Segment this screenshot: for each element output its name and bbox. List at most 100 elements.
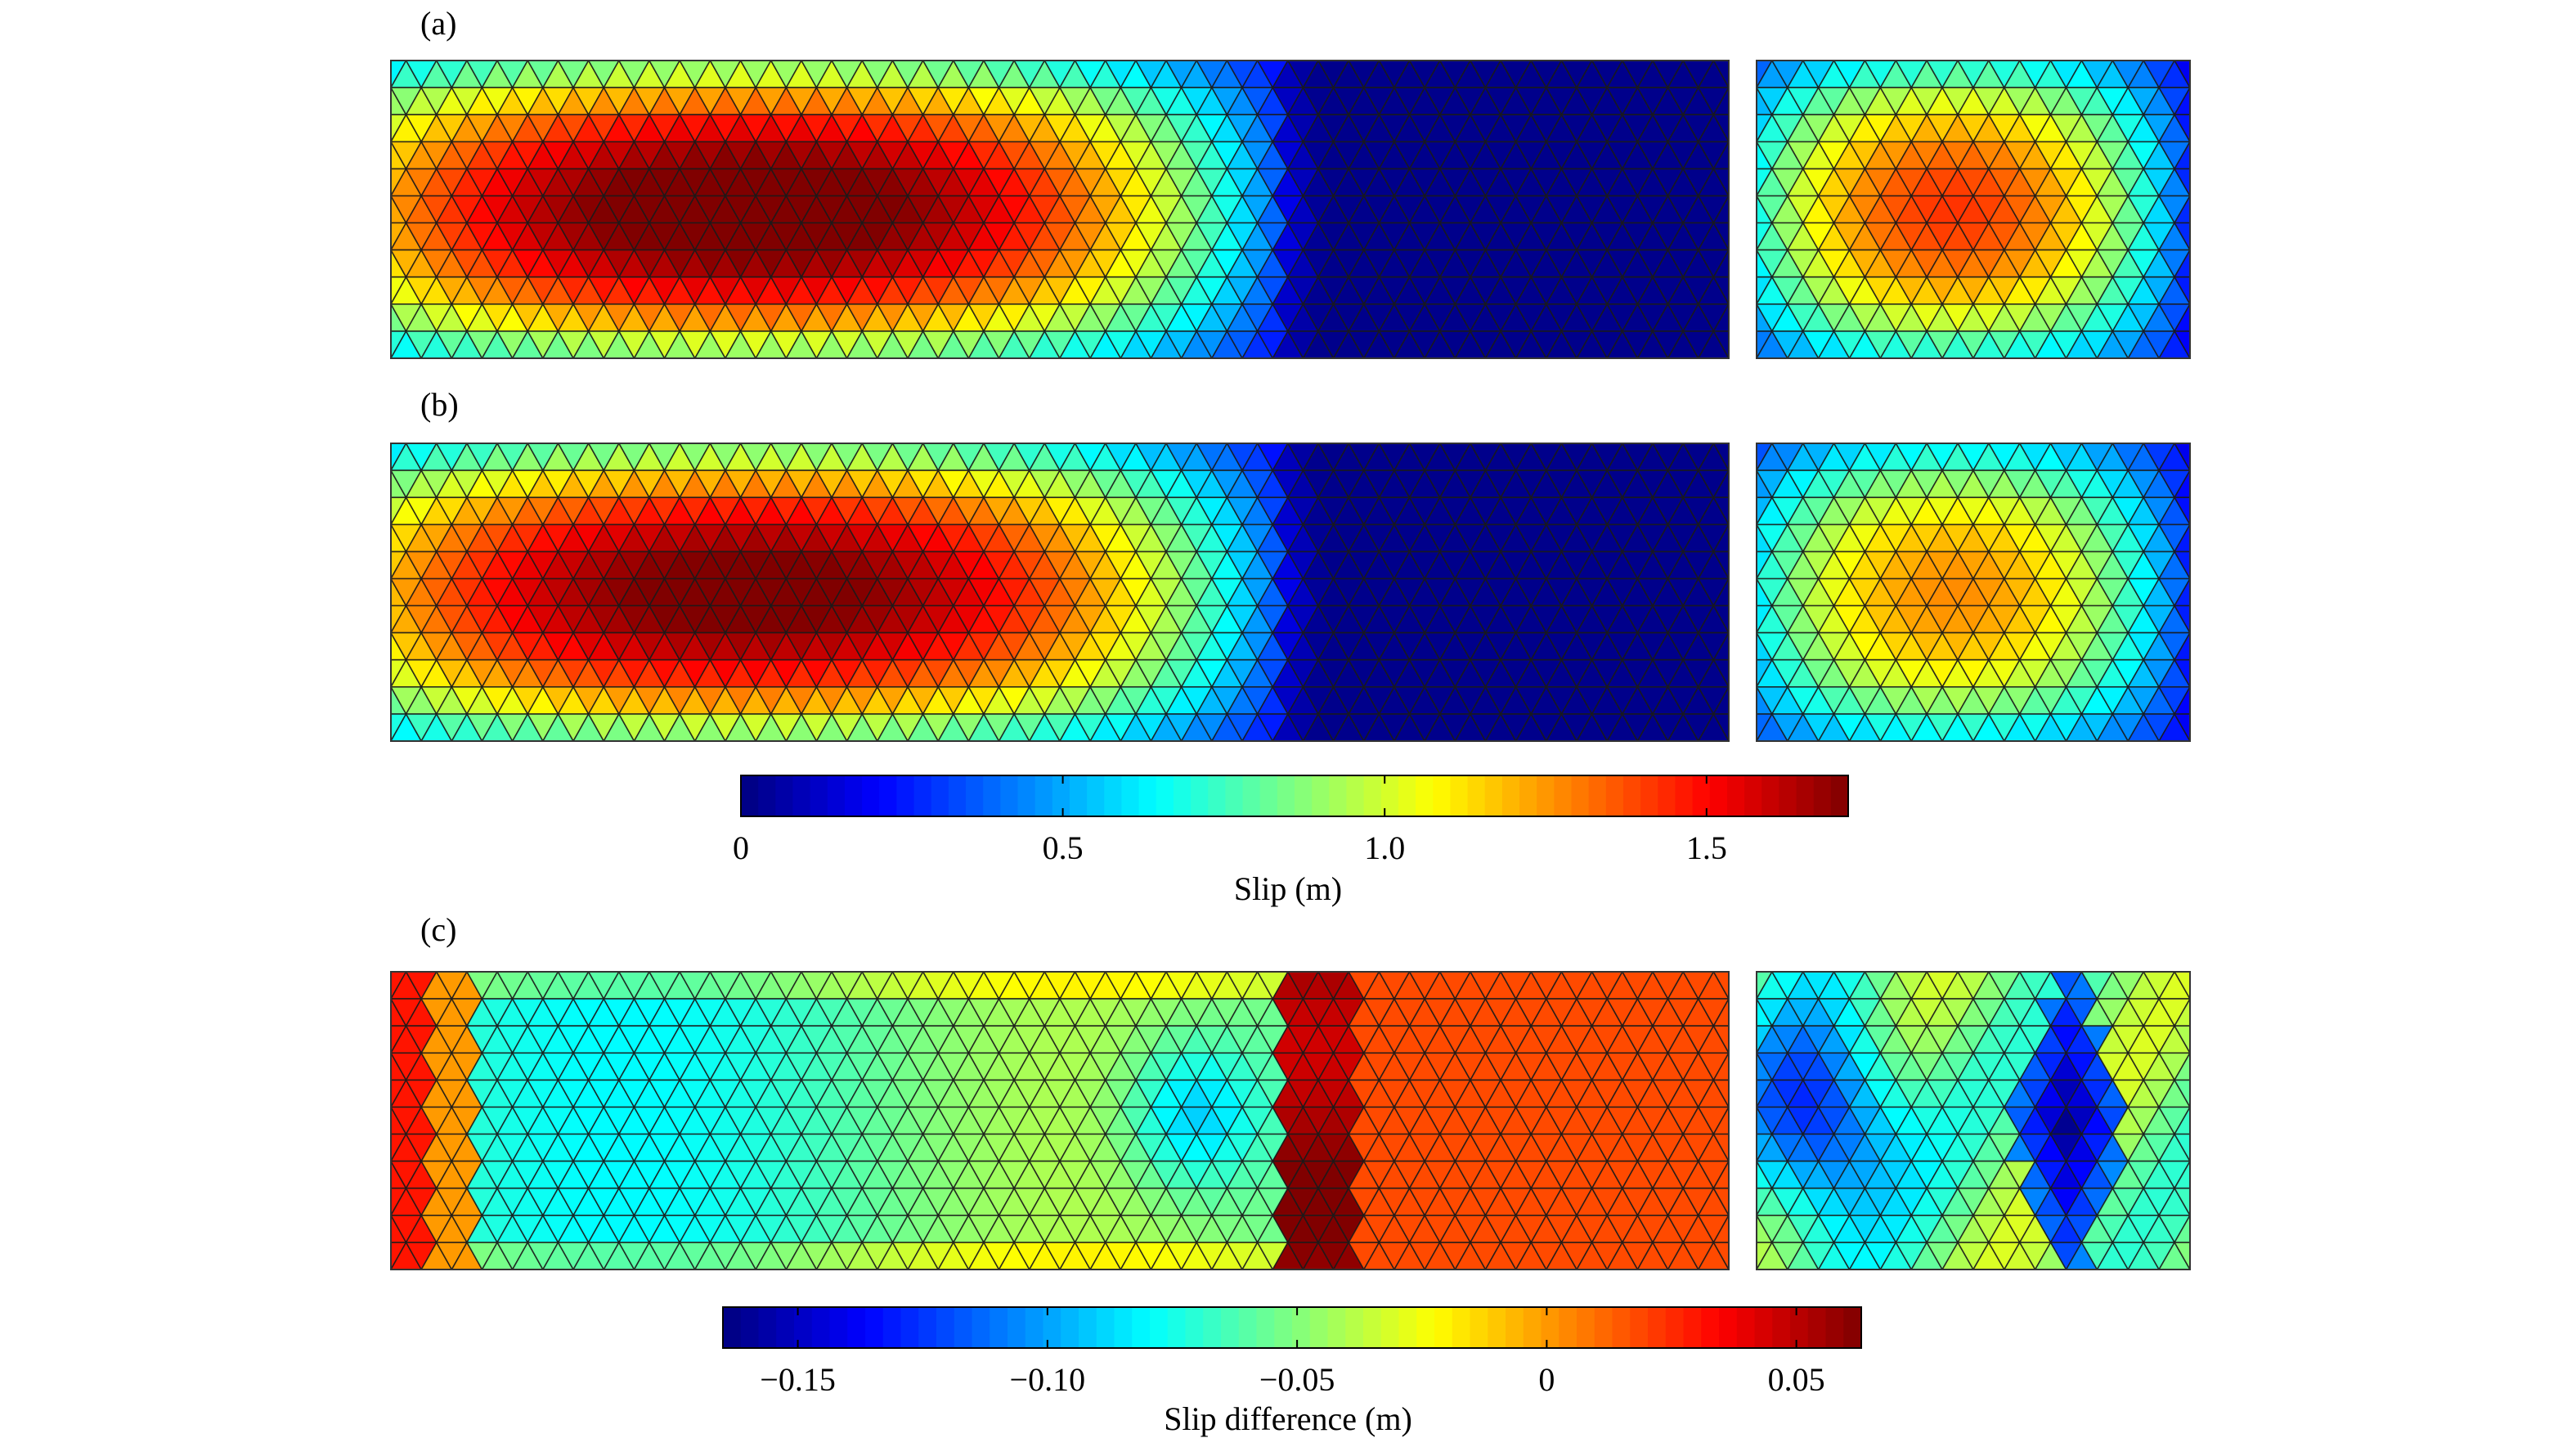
colorbar-slip-swatch	[1467, 775, 1486, 816]
colorbar-diff-swatch	[847, 1307, 866, 1348]
mesh-cell	[2173, 276, 2190, 306]
colorbar-diff-swatch	[1506, 1307, 1524, 1348]
mesh-cell	[2174, 443, 2190, 472]
mesh-cell	[1712, 604, 1729, 635]
colorbar-slip-swatch	[1450, 775, 1469, 816]
colorbar-diff-tick-label: 0	[1538, 1361, 1555, 1398]
mesh-cell	[2174, 972, 2190, 1000]
colorbar-slip-swatch	[1017, 775, 1036, 816]
colorbar-diff-swatch	[918, 1307, 937, 1348]
mesh-cell	[2173, 1079, 2190, 1109]
mesh-cell	[2173, 631, 2190, 661]
colorbar-slip-tick-label: 0	[733, 829, 749, 866]
colorbar-slip-swatch	[1034, 775, 1053, 816]
colorbar-diff-swatch	[1559, 1307, 1577, 1348]
panel-c-main-fault-frame	[390, 971, 1730, 1270]
colorbar-slip-swatch	[1121, 775, 1140, 816]
colorbar-diff-swatch	[1167, 1307, 1187, 1348]
colorbar-slip-swatch	[1069, 775, 1088, 816]
mesh-cell	[2173, 86, 2190, 115]
colorbar-slip-swatch	[1380, 775, 1399, 816]
mesh-cell	[1712, 497, 1729, 526]
colorbar-diff-swatch	[1594, 1307, 1613, 1348]
colorbar-diff-swatch	[972, 1307, 990, 1348]
colorbar-slip-swatch	[1191, 775, 1209, 816]
colorbar-slip-swatch	[1312, 775, 1330, 816]
colorbar-slip: 0 0.5 1.0 1.5	[733, 775, 1849, 866]
colorbar-slip-swatch	[1779, 775, 1797, 816]
colorbar-slip-swatch	[1173, 775, 1192, 816]
colorbar-slip-tick-label: 0.5	[1043, 829, 1084, 866]
colorbar-slip-swatch	[1242, 775, 1261, 816]
colorbar-slip-swatch	[896, 775, 915, 816]
mesh-cell	[2173, 469, 2190, 499]
mesh-cell	[1712, 577, 1729, 607]
mesh-cell	[2173, 997, 2190, 1027]
colorbar-diff-swatch	[1238, 1307, 1258, 1348]
mesh-cell	[1712, 1133, 1729, 1163]
mesh-cell	[1712, 194, 1729, 224]
mesh-cell	[1712, 330, 1729, 358]
colorbar-diff-swatch	[1416, 1307, 1435, 1348]
panel-a-branch-fault-frame	[1756, 60, 2191, 359]
colorbar-slip-swatch	[1830, 775, 1849, 816]
mesh-cell	[2174, 61, 2190, 89]
colorbar-diff-swatch	[1150, 1307, 1169, 1348]
colorbar-diff-swatch	[1683, 1307, 1702, 1348]
colorbar-diff-swatch	[1807, 1307, 1827, 1348]
colorbar-slip-swatch	[1259, 775, 1278, 816]
mesh-cell	[2173, 194, 2190, 224]
colorbar-slip-tick-label: 1.5	[1686, 829, 1727, 866]
mesh-cell	[1712, 713, 1729, 741]
colorbar-slip-swatch	[1138, 775, 1157, 816]
colorbar-slip-swatch	[1813, 775, 1832, 816]
colorbar-slip-swatch	[1433, 775, 1452, 816]
colorbar-diff-swatch	[1363, 1307, 1382, 1348]
colorbar-diff: −0.15 −0.10 −0.05 0 0.05	[722, 1306, 1862, 1398]
mesh-cell	[2173, 114, 2190, 143]
colorbar-slip-swatch	[862, 775, 880, 816]
mesh-cell	[1712, 1079, 1729, 1109]
panel-c-branch-fault	[1757, 972, 2190, 1270]
mesh-cell	[2173, 658, 2190, 689]
colorbar-diff-swatch	[1345, 1307, 1364, 1348]
mesh-cell	[2173, 1105, 2190, 1135]
colorbar-diff-swatch	[1825, 1307, 1844, 1348]
colorbar-slip-swatch	[1295, 775, 1313, 816]
colorbar-slip-swatch	[792, 775, 811, 816]
colorbar-diff-swatch	[1754, 1307, 1773, 1348]
mesh-cell	[2173, 1214, 2190, 1243]
colorbar-diff-swatch	[1577, 1307, 1595, 1348]
mesh-cell	[1712, 114, 1729, 143]
colorbar-diff-swatch	[1648, 1307, 1667, 1348]
colorbar-diff-swatch	[1132, 1307, 1151, 1348]
colorbar-diff-swatch	[936, 1307, 955, 1348]
colorbar-slip-swatch	[1726, 775, 1745, 816]
colorbar-diff-swatch	[758, 1307, 777, 1348]
mesh-cell	[1712, 1242, 1729, 1270]
colorbar-diff-swatch	[882, 1307, 902, 1348]
colorbar-diff-swatch	[1043, 1307, 1061, 1348]
colorbar-diff-swatch	[723, 1307, 742, 1348]
colorbar-diff-swatch	[1523, 1307, 1542, 1348]
panel-a-main-fault-frame	[390, 60, 1730, 359]
colorbar-diff-tick-label: −0.15	[760, 1361, 836, 1398]
colorbar-diff-swatch	[1470, 1307, 1488, 1348]
mesh-cell	[2173, 140, 2190, 170]
panel-label-a: (a)	[420, 5, 456, 42]
colorbar-slip-swatch	[1554, 775, 1573, 816]
mesh-cell	[2173, 330, 2190, 358]
colorbar-diff-swatch	[1843, 1307, 1862, 1348]
mesh-cell	[1712, 222, 1729, 252]
mesh-cell	[1712, 685, 1729, 715]
colorbar-diff-swatch	[1025, 1307, 1044, 1348]
colorbar-slip-swatch	[1277, 775, 1295, 816]
colorbar-slip-swatch	[758, 775, 776, 816]
mesh-cell	[1712, 469, 1729, 499]
colorbar-slip-swatch	[1225, 775, 1244, 816]
colorbar-diff-swatch	[829, 1307, 848, 1348]
mesh-cell	[2173, 523, 2190, 553]
panel-c-branch-fault-frame	[1756, 971, 2191, 1270]
mesh-cell	[2173, 1159, 2190, 1189]
